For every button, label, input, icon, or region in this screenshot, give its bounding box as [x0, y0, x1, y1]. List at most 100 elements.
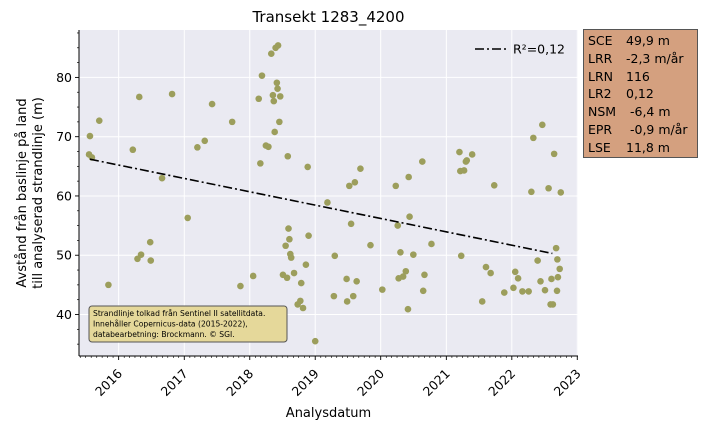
data-point: [285, 225, 292, 232]
data-point: [554, 273, 562, 281]
data-point: [392, 182, 400, 190]
data-point: [283, 274, 291, 282]
data-point: [552, 244, 560, 252]
data-point: [330, 292, 338, 300]
data-point: [514, 275, 522, 282]
data-point: [297, 279, 305, 287]
data-point: [331, 252, 339, 260]
stat-key: LSE: [588, 139, 611, 155]
data-point: [290, 269, 298, 277]
y-tick-label: 80: [56, 70, 72, 85]
stat-value: 11,8 m: [626, 139, 670, 155]
data-point: [468, 151, 476, 158]
data-point: [519, 288, 526, 295]
data-point: [286, 235, 293, 243]
data-point: [419, 287, 427, 295]
stat-key: LR2: [588, 86, 612, 102]
data-point: [305, 232, 312, 239]
data-point: [541, 286, 549, 294]
stat-value: 49,9 m: [626, 33, 670, 48]
legend-label: R²=0,12: [513, 42, 565, 57]
x-tick-label: 2022: [485, 366, 518, 399]
data-point: [482, 263, 490, 271]
data-point: [545, 184, 552, 192]
data-point: [267, 50, 275, 58]
data-point: [282, 242, 289, 250]
stat-value: -2,3 m/år: [626, 50, 684, 66]
data-point: [379, 286, 386, 293]
x-tick-label: 2018: [223, 366, 256, 399]
chart-title: Transekt 1283_4200: [251, 8, 404, 27]
x-tick-label: 2023: [551, 366, 584, 399]
data-point: [511, 268, 519, 276]
data-point: [534, 257, 541, 264]
stat-key: LRR: [588, 50, 613, 66]
data-point: [410, 251, 417, 258]
data-point: [428, 240, 435, 248]
data-point: [158, 174, 166, 182]
data-point: [201, 137, 209, 145]
data-point: [258, 72, 266, 79]
data-point: [487, 269, 494, 277]
data-point: [463, 157, 471, 164]
stat-value: -6,4 m: [630, 104, 671, 120]
stat-row-sce: SCE 49,9 m: [588, 32, 697, 50]
attribution-text: Innehåller Copernicus-data (2015-2022),: [93, 320, 248, 329]
data-point: [549, 301, 557, 308]
data-point: [271, 128, 278, 136]
data-point: [228, 118, 236, 126]
x-tick-label: 2021: [420, 366, 453, 399]
data-point: [404, 305, 412, 313]
data-point: [284, 152, 292, 160]
x-tick-label: 2016: [92, 366, 125, 399]
y-axis-label: Avstånd från baslinje på landtill analys…: [15, 97, 46, 289]
data-point: [249, 272, 257, 280]
data-point: [349, 292, 357, 300]
data-point: [419, 158, 426, 165]
data-point: [351, 179, 359, 186]
data-point: [297, 297, 304, 305]
data-point: [270, 97, 278, 105]
data-point: [367, 241, 374, 249]
data-point: [421, 271, 428, 279]
data-point: [456, 148, 463, 156]
attribution-box: [88, 305, 288, 343]
data-point: [184, 214, 191, 222]
data-point: [194, 144, 201, 151]
stat-key: SCE: [588, 33, 613, 48]
data-point: [255, 95, 263, 103]
data-point: [299, 304, 307, 312]
data-point: [500, 289, 508, 296]
y-tick-label: 60: [56, 188, 72, 203]
data-point: [237, 282, 244, 290]
stat-row-epr: EPR -0,9 m/år: [588, 121, 697, 139]
data-point: [539, 121, 546, 129]
data-point: [478, 298, 486, 305]
data-point: [276, 118, 283, 126]
plot-area: [79, 30, 578, 356]
x-tick-label: 2019: [289, 366, 322, 399]
data-point: [553, 287, 561, 295]
data-point: [548, 275, 555, 283]
data-point: [457, 252, 465, 260]
data-point: [399, 273, 407, 280]
data-point: [304, 163, 311, 171]
y-tick-label: 70: [56, 129, 72, 144]
y-axis-label-line: till analyserad strandlinje (m): [31, 97, 46, 289]
data-point: [147, 257, 155, 264]
data-point: [557, 189, 565, 196]
stat-value: 116: [626, 68, 650, 84]
data-point: [311, 337, 319, 345]
data-point: [537, 278, 544, 285]
data-point: [347, 220, 355, 228]
data-point: [510, 284, 517, 292]
data-point: [405, 173, 412, 181]
trend-line: [89, 158, 553, 255]
data-point: [324, 199, 331, 206]
attribution-text: databearbetning: Brockmann. © SGI.: [93, 330, 235, 339]
stat-row-nsm: NSM -6,4 m: [588, 103, 697, 121]
data-point: [273, 79, 281, 87]
stat-value: 0,12: [626, 86, 654, 102]
data-point: [274, 42, 282, 49]
